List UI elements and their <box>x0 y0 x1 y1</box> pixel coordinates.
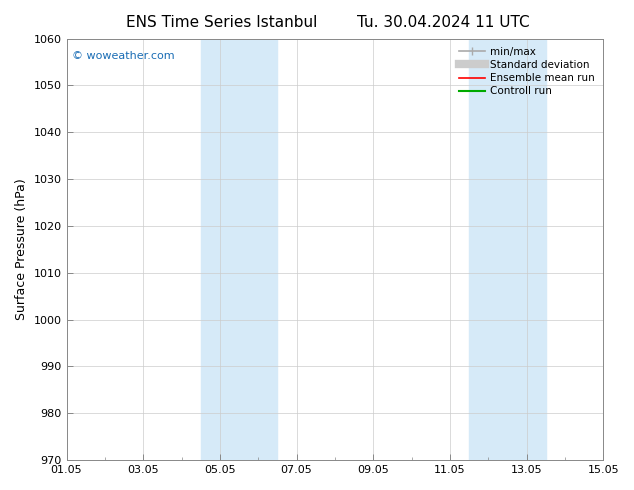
Text: Tu. 30.04.2024 11 UTC: Tu. 30.04.2024 11 UTC <box>358 15 530 30</box>
Y-axis label: Surface Pressure (hPa): Surface Pressure (hPa) <box>15 178 28 320</box>
Bar <box>469 39 546 460</box>
Bar <box>201 39 277 460</box>
Text: © woweather.com: © woweather.com <box>72 51 174 61</box>
Text: ENS Time Series Istanbul: ENS Time Series Istanbul <box>126 15 318 30</box>
Legend: min/max, Standard deviation, Ensemble mean run, Controll run: min/max, Standard deviation, Ensemble me… <box>456 44 598 99</box>
